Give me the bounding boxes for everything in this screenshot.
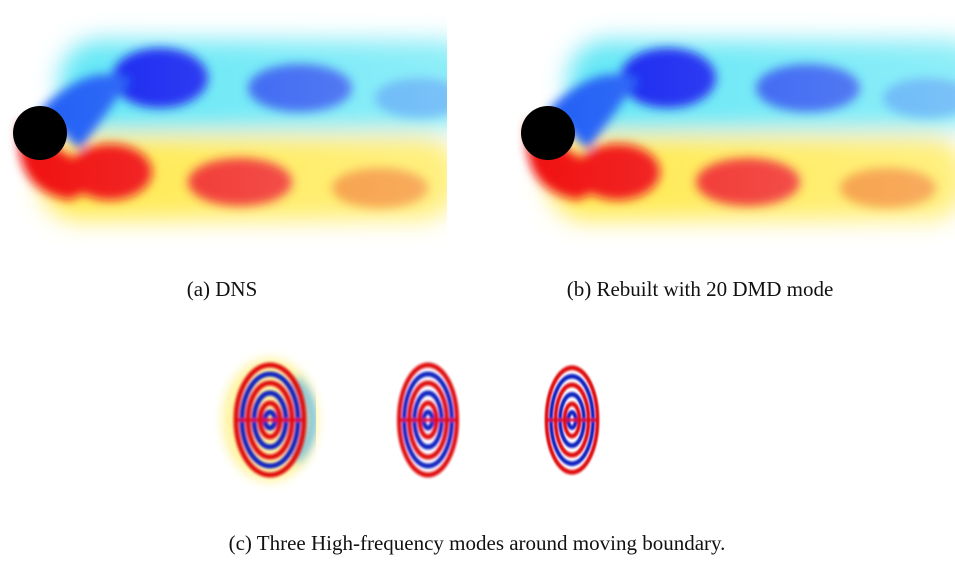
caption-a: (a) DNS (187, 277, 258, 301)
panel-b (508, 0, 955, 265)
panel-a (0, 0, 480, 265)
panel-c (222, 358, 598, 482)
caption-c: (c) Three High-frequency modes around mo… (229, 531, 726, 555)
caption-b: (b) Rebuilt with 20 DMD mode (567, 277, 834, 301)
